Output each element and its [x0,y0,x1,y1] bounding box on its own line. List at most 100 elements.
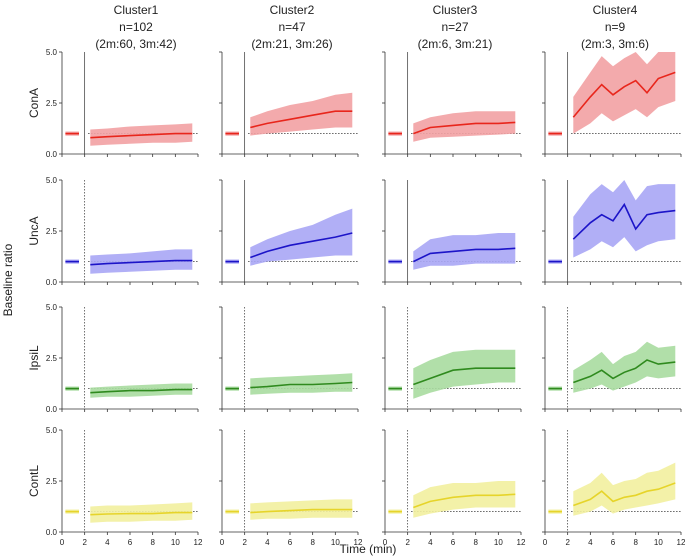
x-tick-label: 12 [354,538,363,547]
x-tick-label: 4 [428,538,433,547]
x-tick-label: 12 [677,538,685,547]
mean-line [413,367,516,386]
row-label: ConA [27,88,41,118]
panel [542,179,682,285]
mean-line [90,259,193,266]
x-tick-label: 2 [405,538,410,547]
x-tick-label: 10 [654,538,663,547]
x-tick-label: 8 [473,538,478,547]
cluster-title-line: n=102 [119,20,153,34]
confidence-band [573,52,676,134]
x-tick-label: 2 [242,538,247,547]
mean-line [90,388,193,394]
confidence-band [250,208,353,266]
y-tick-label: 2.5 [46,99,58,108]
mean-line [573,359,676,384]
cluster-title-line: Cluster4 [593,3,638,17]
cluster-title-line: (2m:21, 3m:26) [251,37,332,51]
mean-line [573,482,676,507]
cluster-title-line: (2m:60, 3m:42) [95,37,176,51]
y-tick-label: 5.0 [46,426,58,435]
row-label: IpsiL [27,345,41,371]
x-tick-label: 10 [494,538,503,547]
x-tick-label: 0 [60,538,65,547]
cluster-titles: Cluster1 n=102 (2m:60, 3m:42) Cluster2 n=47 (… [95,3,649,51]
confidence-band [413,233,516,270]
mean-line [572,71,676,118]
mean-line [250,110,353,129]
panels-grid: ConA UncA IpsiL ContL 0.0 2.5 5.0 0.0 2.5 5.0 0.0 2… [27,48,685,547]
x-tick-label: 0 [383,538,388,547]
mean-line [90,511,193,516]
mean-line [250,381,353,389]
mean-line [90,132,193,139]
mean-line [572,202,676,240]
cluster-title-line: Cluster2 [270,3,315,17]
y-tick-label: 0.0 [46,405,58,414]
x-tick-label: 12 [194,538,203,547]
panel: 0.0 2.5 5.0 [46,303,199,414]
mean-line [250,508,353,514]
confidence-band [573,180,676,258]
y-tick-label: 0.0 [46,150,58,159]
y-tick-label: 2.5 [46,477,58,486]
x-tick-label: 2 [82,538,87,547]
panel [542,306,682,412]
cluster-title-line: n=47 [278,20,305,34]
cluster-title-line: (2m:6, 3m:21) [418,37,493,51]
cluster-title-line: Cluster1 [114,3,159,17]
row-label: UncA [27,216,41,245]
confidence-band [573,341,676,393]
x-tick-label: 8 [150,538,155,547]
panel [382,306,522,412]
panel [219,51,359,157]
confidence-band [90,502,193,523]
y-tick-label: 2.5 [46,227,58,236]
x-tick-label: 8 [633,538,638,547]
x-tick-label: 0 [220,538,225,547]
cluster-title-line: (2m:3, 3m:6) [581,37,649,51]
mean-line [413,121,516,135]
y-tick-label: 0.0 [46,528,58,537]
confidence-band [413,111,516,142]
cluster-title-line: n=9 [605,20,626,34]
panel: 0 2 4 6 8 10 12 [219,429,363,547]
figure-y-label: Baseline ratio [1,243,15,316]
x-tick-label: 8 [310,538,315,547]
mean-line [413,493,516,509]
y-tick-label: 5.0 [46,176,58,185]
x-tick-label: 4 [588,538,593,547]
panel: 0 2 4 6 8 10 12 [542,429,685,547]
mean-line [412,247,516,263]
panel [382,51,522,157]
y-tick-label: 0.0 [46,278,58,287]
panel: 0 2 4 6 8 10 12 [382,429,526,547]
figure-x-label: Time (min) [340,542,397,556]
cluster-title-line: Cluster3 [433,3,478,17]
panel [542,51,682,157]
panel: 0.0 2.5 5.0 [46,176,199,287]
x-tick-label: 6 [611,538,616,547]
x-tick-label: 0 [543,538,548,547]
x-tick-label: 4 [265,538,270,547]
panel: 0.0 2.5 5.0 [46,48,199,159]
panel [382,179,522,285]
y-tick-label: 5.0 [46,303,58,312]
panel [219,179,359,285]
mean-line [250,232,353,259]
x-tick-label: 10 [331,538,340,547]
confidence-band [573,462,676,516]
x-tick-label: 10 [171,538,180,547]
x-tick-label: 2 [565,538,570,547]
row-label: ContL [27,465,41,497]
x-tick-label: 12 [517,538,526,547]
cluster-title-line: n=27 [441,20,468,34]
panel [219,306,359,412]
x-tick-label: 6 [451,538,456,547]
confidence-band [413,481,516,518]
x-tick-label: 6 [288,538,293,547]
y-tick-label: 2.5 [46,354,58,363]
panel: 0.0 2.5 5.0 0 2 4 6 8 10 12 [46,426,203,547]
confidence-band [250,92,353,136]
